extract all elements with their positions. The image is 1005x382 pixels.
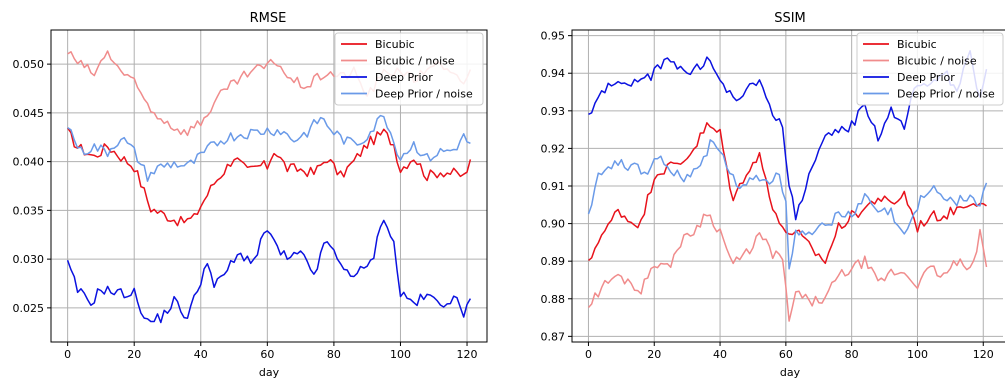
y-tick-label: 0.93 — [541, 105, 566, 118]
series-line — [587, 139, 988, 270]
x-tick-label: 60 — [779, 348, 793, 361]
y-tick-label: 0.90 — [541, 218, 566, 231]
ssim-ticks: 0 20 40 60 80 100 120 0.87 0.88 0.89 0.90 0.91 0.92 0… — [541, 30, 994, 361]
y-tick-label: 0.88 — [541, 293, 566, 306]
y-tick-label: 0.87 — [541, 330, 566, 343]
x-tick-label: 20 — [127, 348, 141, 361]
legend-box — [856, 32, 1004, 106]
y-tick-label: 0.030 — [13, 253, 45, 266]
x-tick-label: 100 — [907, 348, 928, 361]
ssim-chart-title: SSIM — [774, 11, 806, 26]
y-tick-label: 0.050 — [13, 58, 45, 71]
y-tick-label: 0.035 — [13, 204, 45, 217]
legend-label: Bicubic / noise — [897, 55, 977, 68]
y-tick-label: 0.025 — [13, 302, 45, 315]
y-tick-label: 0.92 — [541, 142, 566, 155]
ssim-legend: Bicubic Bicubic / noise Deep Prior Deep Pri… — [856, 32, 1004, 106]
rmse-chart-title: RMSE — [250, 11, 287, 26]
rmse-plot-frame — [50, 29, 488, 343]
x-tick-label: 40 — [713, 348, 727, 361]
legend-box — [334, 32, 484, 106]
y-tick-label: 0.045 — [13, 107, 45, 120]
legend-label: Bicubic — [375, 38, 415, 51]
x-tick-label: 80 — [327, 348, 341, 361]
legend-label: Deep Prior — [375, 71, 433, 84]
legend-label: Deep Prior / noise — [375, 88, 473, 101]
ssim-x-axis-label: day — [780, 366, 801, 379]
y-tick-label: 0.95 — [541, 30, 566, 43]
rmse-ticks: 0 20 40 60 80 100 120 0.025 0.030 0.035 0.040 0.045… — [13, 58, 478, 361]
rmse-chart: RMSE 0 20 40 60 80 100 120 0.025 0.030 0.035 0.040… — [13, 11, 488, 379]
x-tick-label: 0 — [64, 348, 71, 361]
legend-label: Bicubic — [897, 38, 937, 51]
x-tick-label: 20 — [647, 348, 661, 361]
x-tick-label: 120 — [973, 348, 994, 361]
ssim-chart: SSIM 0 20 40 60 80 100 120 0.87 0.88 0.89 0.90 0.91… — [541, 11, 1005, 379]
legend-label: Bicubic / noise — [375, 55, 455, 68]
legend-label: Deep Prior — [897, 71, 955, 84]
x-tick-label: 60 — [260, 348, 274, 361]
series-line — [66, 127, 472, 227]
rmse-legend: Bicubic Bicubic / noise Deep Prior Deep Pri… — [334, 32, 484, 106]
series-line — [67, 114, 471, 182]
y-tick-label: 0.89 — [541, 255, 566, 268]
x-tick-label: 120 — [457, 348, 478, 361]
x-tick-label: 80 — [845, 348, 859, 361]
rmse-x-axis-label: day — [259, 366, 280, 379]
y-tick-label: 0.91 — [541, 180, 566, 193]
series-line — [587, 213, 988, 322]
y-tick-label: 0.040 — [13, 156, 45, 169]
ssim-series-lines — [587, 50, 988, 322]
x-tick-label: 40 — [194, 348, 208, 361]
y-tick-label: 0.94 — [541, 67, 566, 80]
legend-label: Deep Prior / noise — [897, 88, 995, 101]
series-line — [66, 219, 472, 324]
x-tick-label: 0 — [585, 348, 592, 361]
x-tick-label: 100 — [390, 348, 411, 361]
